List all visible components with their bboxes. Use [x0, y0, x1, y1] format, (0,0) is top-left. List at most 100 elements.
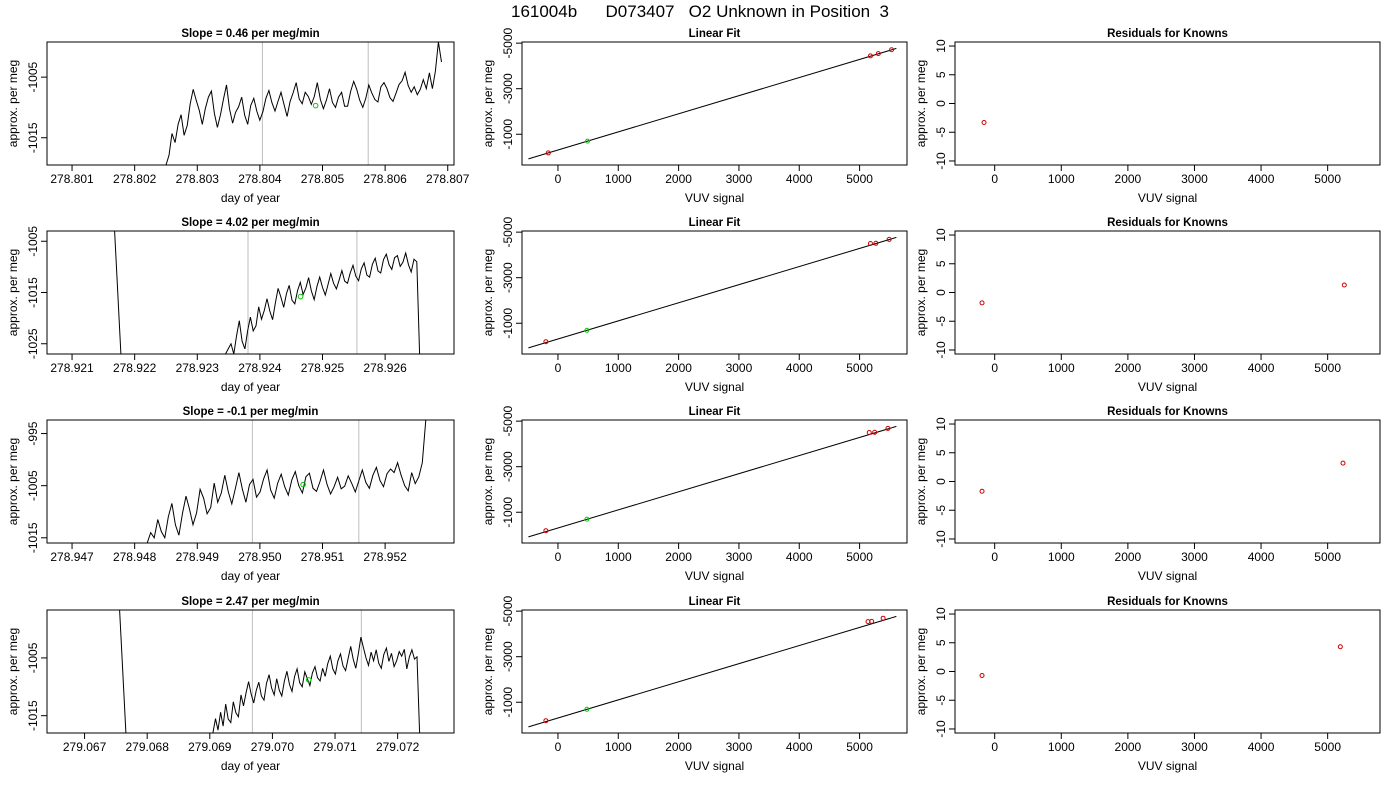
y-tick-label: -1005 — [26, 226, 40, 257]
red-point — [981, 119, 987, 125]
red-point — [543, 339, 549, 345]
x-tick-label: 279.070 — [251, 740, 295, 754]
x-tick-label: 2000 — [665, 740, 692, 754]
x-axis-label: day of year — [221, 759, 280, 773]
x-axis-label: day of year — [221, 191, 280, 205]
plot-frame — [954, 41, 1381, 166]
x-axis-label: VUV signal — [685, 380, 744, 394]
y-tick-label: 5 — [934, 639, 948, 646]
x-tick-label: 279.071 — [313, 740, 357, 754]
plot-frame — [46, 230, 455, 355]
red-point — [886, 236, 892, 242]
chart-title: Residuals for Knowns — [1107, 406, 1228, 418]
y-tick-label: 5 — [934, 71, 948, 78]
green-point — [584, 516, 590, 522]
red-point — [885, 425, 891, 431]
chart-title: Linear Fit — [689, 28, 741, 40]
x-tick-label: 278.802 — [113, 172, 157, 186]
y-axis-label: approx. per meg — [481, 628, 495, 715]
x-tick-label: 278.924 — [238, 361, 282, 375]
y-tick-label: -1005 — [26, 61, 40, 92]
red-point — [543, 718, 549, 724]
fit-line — [528, 47, 897, 160]
y-tick-label: 10 — [934, 39, 948, 53]
x-tick-label: 278.950 — [238, 550, 282, 564]
plot-frame — [954, 609, 1381, 734]
y-tick-label: -3000 — [501, 641, 515, 672]
y-tick-label: 0 — [934, 100, 948, 107]
chart-panel-4: Slope = 4.02 per meg/min 278.921 278.922 27… — [6, 217, 455, 394]
y-tick-label: -1015 — [26, 700, 40, 731]
y-tick-label: -3000 — [501, 451, 515, 482]
green-point — [584, 327, 590, 333]
x-tick-label: 278.952 — [363, 550, 407, 564]
red-point — [873, 240, 879, 246]
x-tick-label: 0 — [991, 740, 998, 754]
x-tick-label: 3000 — [726, 740, 753, 754]
x-tick-label: 5000 — [846, 361, 873, 375]
green-point — [584, 706, 590, 712]
green-point — [585, 138, 591, 144]
chart-panel-1: Slope = 0.46 per meg/min 278.801 278.802 27… — [6, 28, 470, 205]
x-tick-label: 1000 — [1048, 172, 1075, 186]
red-point — [1337, 644, 1343, 650]
x-tick-label: 3000 — [1181, 172, 1208, 186]
chart-title: Slope = -0.1 per meg/min — [183, 406, 319, 418]
y-tick-label: -10 — [934, 152, 948, 170]
x-axis-label: day of year — [221, 569, 280, 583]
x-tick-label: 2000 — [665, 550, 692, 564]
x-tick-label: 1000 — [605, 550, 632, 564]
red-point — [1340, 460, 1346, 466]
x-tick-label: 278.926 — [363, 361, 407, 375]
x-tick-label: 278.925 — [301, 361, 345, 375]
x-tick-label: 278.803 — [176, 172, 220, 186]
y-tick-label: -10 — [934, 341, 948, 359]
x-tick-label: 2000 — [1115, 740, 1142, 754]
chart-panel-12: Residuals for Knowns 0 1000 2000 3000 4000 500… — [914, 596, 1381, 773]
y-tick-label: -1025 — [26, 328, 40, 359]
x-axis-label: VUV signal — [1138, 569, 1197, 583]
red-point — [867, 241, 873, 247]
y-tick-label: -3000 — [501, 262, 515, 293]
x-tick-label: 2000 — [1115, 550, 1142, 564]
x-axis-label: VUV signal — [1138, 759, 1197, 773]
x-axis-label: VUV signal — [685, 569, 744, 583]
y-axis-label: approx. per meg — [481, 438, 495, 525]
x-axis-label: VUV signal — [685, 191, 744, 205]
x-tick-label: 279.072 — [376, 740, 420, 754]
y-tick-label: -3000 — [501, 73, 515, 104]
x-tick-label: 0 — [991, 361, 998, 375]
x-tick-label: 278.949 — [176, 550, 220, 564]
red-point — [543, 528, 549, 534]
x-tick-label: 279.069 — [188, 740, 232, 754]
green-point — [312, 102, 319, 109]
green-point — [297, 293, 304, 300]
y-axis-label: approx. per meg — [914, 60, 928, 147]
green-point — [300, 481, 306, 488]
y-axis-label: approx. per meg — [914, 628, 928, 715]
plot-frame — [521, 609, 908, 734]
plot-frame — [46, 419, 455, 544]
chart-panel-9: Residuals for Knowns 0 1000 2000 3000 4000 500… — [914, 406, 1381, 583]
y-tick-label: 10 — [934, 607, 948, 621]
x-tick-label: 278.801 — [50, 172, 94, 186]
red-point — [889, 47, 895, 53]
x-tick-label: 3000 — [1181, 361, 1208, 375]
chart-title: Residuals for Knowns — [1107, 28, 1228, 40]
x-tick-label: 5000 — [846, 172, 873, 186]
y-tick-label: 10 — [934, 228, 948, 242]
x-tick-label: 278.807 — [426, 172, 470, 186]
x-tick-label: 4000 — [786, 740, 813, 754]
x-tick-label: 1000 — [1048, 740, 1075, 754]
x-tick-label: 2000 — [1115, 172, 1142, 186]
y-tick-label: -1015 — [26, 277, 40, 308]
red-point — [1341, 282, 1347, 288]
y-tick-label: -5000 — [501, 216, 515, 247]
x-tick-label: 278.923 — [176, 361, 220, 375]
y-tick-label: 0 — [934, 478, 948, 485]
x-tick-label: 0 — [991, 550, 998, 564]
x-tick-label: 4000 — [786, 550, 813, 564]
x-axis-label: day of year — [221, 380, 280, 394]
chart-panel-5: Linear Fit 0 1000 2000 3000 4000 5000 -1000 -300… — [481, 216, 908, 394]
plot-frame — [521, 230, 908, 355]
